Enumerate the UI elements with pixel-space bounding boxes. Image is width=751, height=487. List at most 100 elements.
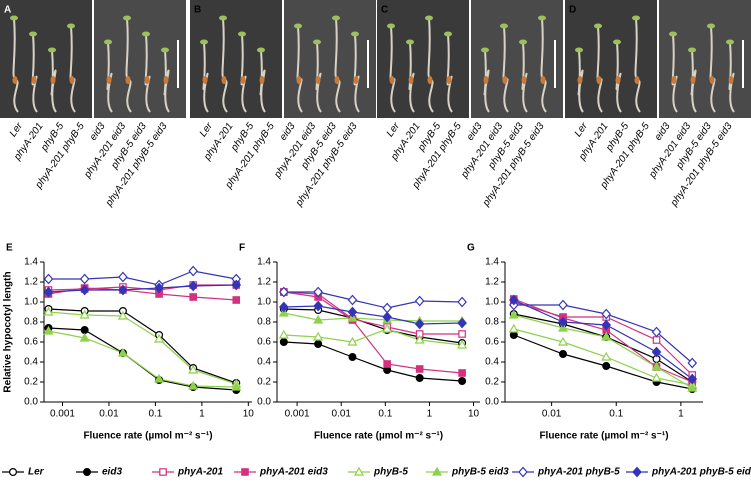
marker — [558, 350, 567, 359]
cotyledon — [444, 31, 452, 37]
marker — [415, 374, 424, 383]
marker — [687, 357, 698, 369]
marker — [414, 334, 425, 344]
hypocotyl-base — [144, 76, 150, 84]
marker — [457, 317, 467, 329]
cotyledon — [406, 39, 414, 45]
cotyledon — [538, 15, 546, 21]
y-tick-label: 0.0 — [485, 397, 499, 408]
series-line — [283, 328, 463, 346]
marker — [43, 325, 54, 335]
marker — [154, 373, 165, 383]
cotyledon — [594, 23, 602, 29]
y-tick-label: 1.2 — [485, 277, 499, 288]
marker — [43, 306, 54, 316]
series-line — [283, 291, 463, 374]
y-tick-label: 1.2 — [257, 277, 271, 288]
cotyledon — [200, 39, 208, 45]
marker — [232, 296, 241, 304]
y-tick-label: 0.2 — [257, 377, 271, 388]
hypocotyl-base — [69, 76, 75, 84]
marker — [347, 294, 358, 306]
panel-label: B — [194, 5, 201, 16]
x-tick-label: 10 — [468, 409, 480, 420]
y-tick-label: 0.4 — [257, 357, 271, 368]
hypocotyl-base — [690, 76, 696, 84]
hypocotyl-base — [709, 76, 715, 84]
y-tick-label: 0.6 — [24, 337, 38, 348]
series-line — [283, 312, 463, 322]
y-tick-label: 0.0 — [257, 397, 271, 408]
cotyledon — [219, 15, 227, 21]
marker — [79, 332, 90, 342]
panel-label: C — [381, 5, 388, 16]
x-axis-label: Fluence rate (µmol m⁻² s⁻¹) — [83, 431, 212, 442]
legend-marker — [82, 468, 91, 477]
marker — [601, 331, 612, 341]
hypocotyl-base — [31, 76, 37, 84]
genotype-label: Ler — [573, 120, 591, 139]
marker — [687, 382, 698, 392]
marker — [117, 347, 128, 357]
genotype-label: Ler — [198, 120, 216, 139]
marker — [43, 286, 54, 298]
marker — [188, 380, 199, 390]
cotyledon — [294, 23, 302, 29]
marker — [651, 346, 662, 358]
legend-label: phyA-201 phyB-5 — [537, 467, 620, 478]
genotype-label: Ler — [8, 120, 26, 139]
cotyledon — [669, 31, 677, 37]
y-tick-label: 0.8 — [257, 317, 271, 328]
marker — [79, 273, 90, 285]
hypocotyl-base — [106, 76, 112, 84]
legend-marker — [159, 468, 167, 476]
cotyledon — [29, 31, 37, 37]
marker — [414, 295, 425, 307]
legend-marker — [241, 468, 249, 476]
x-axis-label: Fluence rate (µmol m⁻² s⁻¹) — [314, 431, 443, 442]
cotyledon — [67, 23, 75, 29]
y-tick-label: 0.8 — [24, 317, 38, 328]
legend-marker — [632, 466, 642, 478]
series-line — [48, 308, 237, 384]
hypocotyl-base — [296, 76, 302, 84]
marker — [279, 301, 289, 313]
series-line — [513, 334, 693, 390]
y-tick-label: 1.0 — [485, 297, 499, 308]
marker — [188, 280, 198, 292]
y-tick-label: 0.8 — [485, 317, 499, 328]
marker — [687, 373, 698, 385]
hypocotyl-base — [240, 76, 246, 84]
panel-label: A — [4, 5, 11, 16]
marker — [347, 312, 358, 322]
x-tick-label: 1 — [199, 409, 205, 420]
x-tick-label: 0.001 — [50, 409, 75, 420]
hypocotyl-base — [446, 76, 452, 84]
x-tick-label: 0.01 — [542, 409, 562, 420]
marker — [313, 300, 323, 312]
cotyledon — [257, 47, 265, 53]
cotyledon — [726, 39, 734, 45]
cotyledon — [575, 47, 583, 53]
marker — [601, 319, 612, 331]
x-tick-label: 0.01 — [331, 409, 351, 420]
marker — [602, 362, 611, 371]
marker — [383, 360, 391, 368]
legend-label: phyA-201 — [177, 467, 223, 478]
marker — [154, 333, 165, 343]
series-line — [48, 270, 237, 286]
genotype-label: Ler — [385, 120, 403, 139]
y-tick-label: 0.4 — [24, 357, 38, 368]
marker — [278, 307, 289, 317]
marker — [458, 377, 467, 386]
series-line — [48, 287, 237, 301]
hypocotyl-base — [615, 76, 621, 84]
y-tick-label: 0.6 — [257, 337, 271, 348]
photo-panel: A — [0, 0, 186, 118]
genotype-label: eid3 — [88, 121, 108, 143]
marker — [509, 331, 518, 340]
hypocotyl-base — [483, 76, 489, 84]
x-tick-label: 10 — [243, 409, 255, 420]
marker — [231, 381, 242, 391]
